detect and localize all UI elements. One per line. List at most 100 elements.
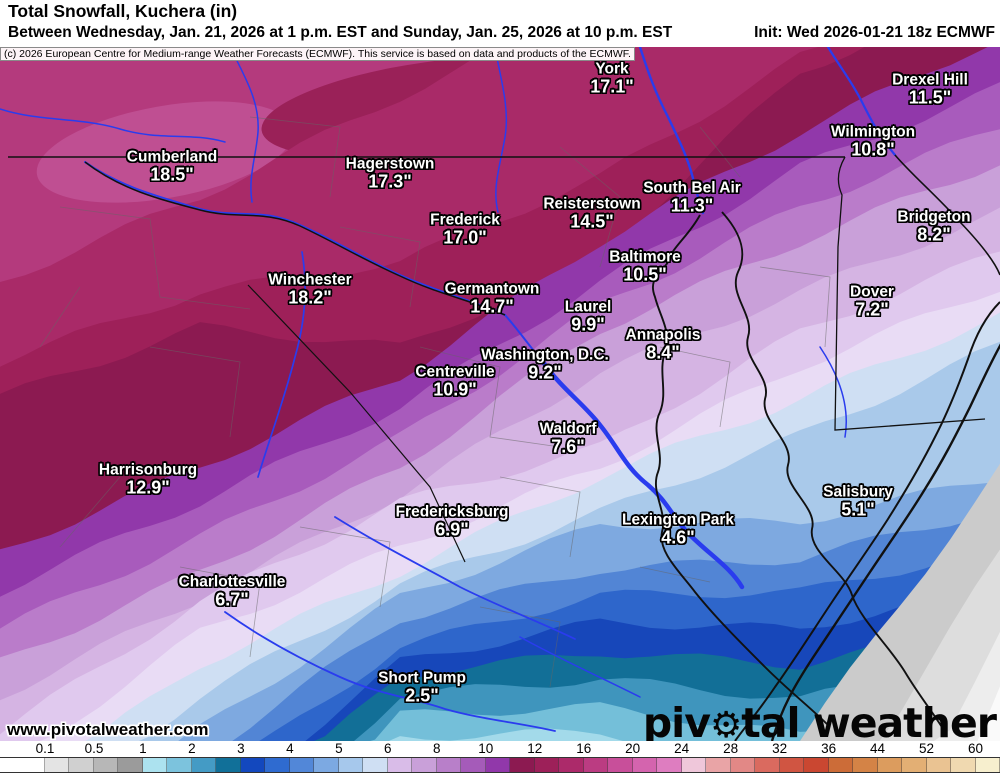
city-snowfall-value: 6.9" <box>435 519 469 540</box>
colorbar-segment <box>167 758 192 772</box>
colorbar-segment <box>559 758 584 772</box>
colorbar-segment <box>755 758 780 772</box>
city-snowfall-value: 4.6" <box>661 527 695 548</box>
city-label: Washington, D.C. 9.2" <box>481 347 609 382</box>
city-snowfall-value: 18.2" <box>288 287 332 308</box>
city-label: Waldorf 7.6" <box>539 421 596 456</box>
city-name: Fredericksburg <box>395 503 509 521</box>
colorbar-segment <box>534 758 560 772</box>
city-label: Short Pump 2.5" <box>378 670 466 705</box>
city-name: York <box>595 60 629 78</box>
colorbar-segment <box>510 758 535 772</box>
city-label: Wilmington 10.8" <box>831 124 915 159</box>
city-snowfall-value: 10.8" <box>851 139 895 160</box>
city-name: Lexington Park <box>622 511 734 529</box>
colorbar-segment <box>828 758 854 772</box>
colorbar-segment <box>314 758 339 772</box>
delaware-river <box>826 47 897 157</box>
valid-time-range: Between Wednesday, Jan. 21, 2026 at 1 p.… <box>8 24 673 41</box>
city-name: Short Pump <box>378 669 466 687</box>
colorbar-segment <box>804 758 829 772</box>
city-snowfall-value: 14.7" <box>470 296 514 317</box>
city-label: Winchester 18.2" <box>268 272 351 307</box>
colorbar-tick: 20 <box>625 741 641 756</box>
city-label: Annapolis 8.4" <box>626 327 701 362</box>
colorbar-segment <box>142 758 168 772</box>
colorbar-tick: 60 <box>967 741 984 756</box>
potomac-estuary <box>540 359 745 590</box>
colorbar-tick: 32 <box>772 741 788 756</box>
colorbar-tick: 24 <box>674 741 690 756</box>
city-snowfall-value: 8.4" <box>646 342 680 363</box>
snowfall-map: (c) 2026 European Centre for Medium-rang… <box>0 47 1000 741</box>
colorbar-segment <box>632 758 658 772</box>
colorbar-segment <box>216 758 241 772</box>
city-label: Dover 7.2" <box>850 284 894 319</box>
site-url: www.pivotalweather.com <box>7 720 209 739</box>
wv-md-border <box>84 161 506 316</box>
city-name: Washington, D.C. <box>481 346 609 364</box>
watermark-suffix: tal weather <box>741 699 997 742</box>
delaware-border <box>834 156 986 431</box>
colorbar-segment <box>951 758 976 772</box>
city-label: York 17.1" <box>590 61 634 96</box>
city-label: Cumberland 18.5" <box>127 149 217 184</box>
delaware-bay-shore <box>894 154 1000 276</box>
city-label: South Bel Air 11.3" <box>643 180 741 215</box>
colorbar-tick: 28 <box>723 741 739 756</box>
city-name: Germantown <box>444 280 540 298</box>
snowfall-colorbar: 0.1 0.5 1 2 3 4 5 6 8 10 12 16 20 24 28 32 36 44 52 60 <box>0 741 1000 773</box>
colorbar-segment <box>0 758 45 772</box>
city-name: Charlottesville <box>178 573 286 591</box>
rappahannock-river <box>334 516 576 640</box>
colorbar-tick: 1 <box>139 741 147 756</box>
city-name: South Bel Air <box>643 179 741 197</box>
james-river <box>224 611 556 732</box>
city-name: Centreville <box>415 363 495 381</box>
colorbar-segment <box>853 758 878 772</box>
minor-rivers <box>0 47 847 438</box>
city-name: Reisterstown <box>543 195 641 213</box>
city-label: Lexington Park 4.6" <box>622 512 734 547</box>
colorbar-segment <box>730 758 756 772</box>
colorbar-segment <box>93 758 119 772</box>
colorbar-segment <box>69 758 94 772</box>
colorbar-segment <box>265 758 290 772</box>
colorbar-tick: 52 <box>919 741 935 756</box>
city-name: Drexel Hill <box>892 71 968 89</box>
barrier-island-coastline <box>770 343 1000 741</box>
county-lines <box>39 116 831 688</box>
colorbar-segment <box>608 758 633 772</box>
colorbar-tick: 8 <box>433 741 441 756</box>
city-name: Laurel <box>564 298 612 316</box>
band-layer <box>0 47 1000 741</box>
colorbar-ticks: 0.1 0.5 1 2 3 4 5 6 8 10 12 16 20 24 28 32 36 44 52 60 <box>0 741 1000 756</box>
colorbar-segment <box>240 758 266 772</box>
city-name: Dover <box>850 283 894 301</box>
potomac-river <box>84 161 544 363</box>
city-label: Drexel Hill 11.5" <box>892 72 968 107</box>
page-title: Total Snowfall, Kuchera (in) <box>8 1 238 21</box>
city-snowfall-value: 17.3" <box>368 171 412 192</box>
copyright-notice: (c) 2026 European Centre for Medium-rang… <box>0 47 635 61</box>
colorbar-segment <box>412 758 437 772</box>
va-wv-border <box>247 284 466 563</box>
colorbar-tick: 10 <box>478 741 494 756</box>
city-name: Waldorf <box>539 420 597 438</box>
city-name: Salisbury <box>823 483 893 501</box>
city-name: Annapolis <box>625 326 701 344</box>
city-name: Hagerstown <box>345 155 435 173</box>
city-label: Bridgeton 8.2" <box>897 209 970 244</box>
city-snowfall-value: 11.3" <box>670 195 714 216</box>
gear-icon: ⚙ <box>709 705 742 742</box>
colorbar-segment <box>387 758 413 772</box>
city-snowfall-value: 11.5" <box>908 87 952 108</box>
header-bar: Total Snowfall, Kuchera (in) Between Wed… <box>0 0 1000 47</box>
colorbar-tick: 4 <box>286 741 294 756</box>
city-snowfall-value: 7.6" <box>551 436 585 457</box>
colorbar-segment <box>877 758 903 772</box>
city-label: Harrisonburg 12.9" <box>99 462 197 497</box>
chesapeake-west-shore <box>652 214 831 728</box>
colorbar-segment <box>191 758 217 772</box>
susquehanna-river <box>638 47 705 215</box>
